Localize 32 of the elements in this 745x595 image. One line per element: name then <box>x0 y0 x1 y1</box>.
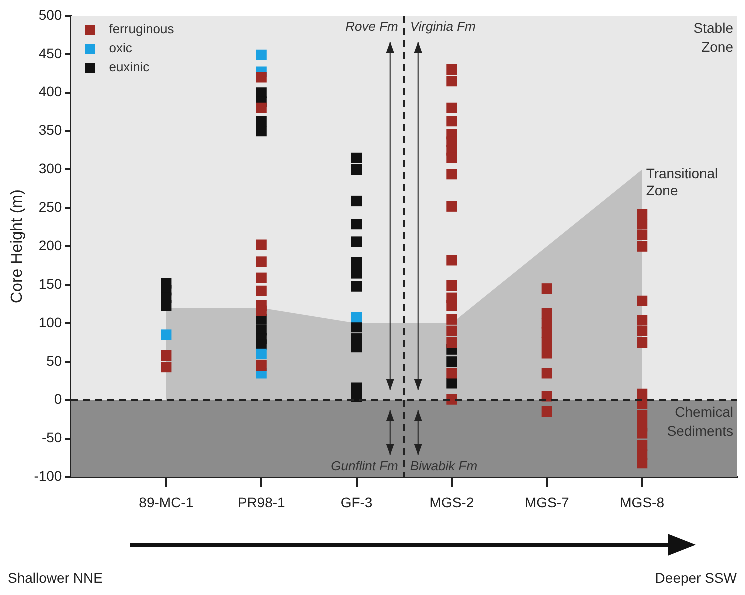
y-tick-label: 50 <box>46 352 62 369</box>
text: Shallower NNE <box>8 570 103 586</box>
legend-label: ferruginous <box>109 22 175 37</box>
y-tick-label: 150 <box>38 276 62 292</box>
annotation: Gunflint Fm <box>331 458 399 474</box>
y-tick-label: 450 <box>38 45 62 62</box>
x-tick-label: MGS-7 <box>524 494 570 510</box>
legend-label: euxinic <box>109 60 150 75</box>
band-label: Stable Zone <box>694 20 734 55</box>
x-tick-label: MGS-2 <box>430 494 474 510</box>
y-axis-title: Core Height (m) <box>9 190 26 304</box>
x-tick-label: MGS-8 <box>620 494 665 510</box>
x-tick-label: 89-MC-1 <box>139 494 194 510</box>
y-tick-label: 350 <box>38 122 62 138</box>
y-tick-label: -50 <box>42 430 62 446</box>
annotation: Biwabik Fm <box>410 458 478 474</box>
legend-label: oxic <box>109 40 133 56</box>
y-tick-label: 400 <box>38 84 62 100</box>
band-label: Chemical Sediments <box>667 404 734 440</box>
annotation: Rove Fm <box>346 19 399 34</box>
y-tick-label: 250 <box>38 199 62 216</box>
y-tick-label: -100 <box>34 468 62 484</box>
y-tick-label: 300 <box>38 160 62 177</box>
y-tick-label: 0 <box>54 391 62 408</box>
series-label: Transitional Zone <box>646 166 718 199</box>
y-tick-label: 500 <box>38 6 62 23</box>
y-tick-label: 100 <box>38 314 62 330</box>
x-tick-label: PR98-1 <box>238 494 286 510</box>
text: Deeper SSW <box>655 570 737 586</box>
x-tick-label: GF-3 <box>340 494 373 510</box>
annotation: Virginia Fm <box>410 19 476 34</box>
y-tick-label: 200 <box>38 237 62 254</box>
